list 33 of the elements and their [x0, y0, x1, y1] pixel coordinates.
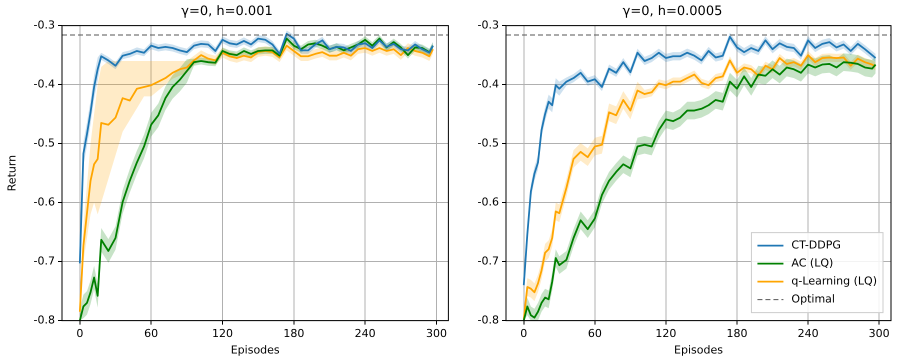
y-tick-label: -0.5	[34, 136, 55, 150]
x-tick-label: 60	[144, 327, 158, 340]
legend-label: AC (LQ)	[791, 256, 834, 270]
x-axis-title: Episodes	[674, 343, 724, 356]
y-tick-label: -0.4	[34, 77, 55, 90]
y-tick-label: -0.3	[34, 18, 55, 32]
x-tick-label: 120	[212, 327, 233, 340]
y-tick-label: -0.6	[34, 195, 55, 208]
y-axis-title: Return	[5, 154, 18, 192]
x-tick-label: 0	[520, 327, 528, 340]
x-tick-label: 60	[588, 327, 602, 340]
y-tick-label: -0.8	[478, 313, 499, 326]
y-tick-label: -0.7	[478, 254, 499, 268]
y-tick-label: -0.3	[478, 18, 499, 32]
x-tick-label: 300	[426, 327, 447, 340]
x-tick-label: 120	[655, 327, 676, 340]
y-tick-label: -0.6	[478, 195, 499, 208]
x-tick-label: 240	[798, 327, 819, 340]
legend-label: CT-DDPG	[791, 238, 841, 252]
x-tick-label: 300	[868, 327, 890, 340]
y-tick-label: -0.4	[478, 77, 499, 90]
x-axis-title: Episodes	[230, 343, 280, 356]
x-tick-label: 180	[726, 327, 748, 340]
chart-title: γ=0, h=0.0005	[622, 4, 722, 20]
chart-title: γ=0, h=0.001	[181, 4, 273, 20]
y-tick-label: -0.8	[34, 313, 55, 326]
y-tick-label: -0.5	[478, 136, 499, 150]
x-tick-label: 240	[354, 327, 376, 340]
x-tick-label: 180	[283, 327, 304, 340]
x-tick-label: 0	[76, 327, 84, 340]
y-tick-label: -0.7	[34, 254, 55, 268]
legend-label: q-Learning (LQ)	[791, 274, 878, 288]
legend-label: Optimal	[791, 292, 835, 306]
